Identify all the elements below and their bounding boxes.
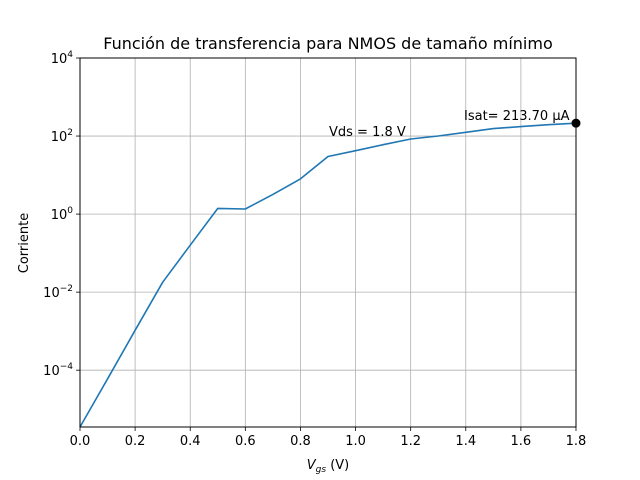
x-tick-label: 0.8 [290,434,311,449]
x-tick-label: 1.4 [455,434,476,449]
y-tick-label: 100 [51,206,74,223]
y-tick-label: 10−2 [43,284,73,301]
plot-frame [79,57,577,428]
y-tick-label: 10−4 [43,362,73,379]
x-tick-label: 1.8 [566,434,587,449]
y-axis: 10−4 10−2 100 102 104 [43,50,80,379]
x-tick-label: 0.0 [70,434,91,449]
y-axis-title: Corriente [17,213,32,273]
x-tick-label: 1.6 [511,434,532,449]
x-tick-label: 0.6 [235,434,256,449]
x-tick-label: 0.4 [180,434,201,449]
x-axis-title-unit: (V) [326,458,349,473]
annotation-isat: Isat= 213.70 μA [464,109,570,124]
series-line [79,122,577,428]
y-tick-label: 104 [51,50,74,67]
grid [79,57,577,427]
x-tick-label: 1.2 [400,434,421,449]
x-axis-title-sub: gs [316,465,327,475]
y-tick-label: 102 [51,128,73,145]
x-tick-label: 0.2 [125,434,146,449]
x-axis-title: Vgs (V) [307,458,349,475]
x-axis: 0.0 0.2 0.4 0.6 0.8 1.0 1.2 1.4 1.6 1.8 [70,427,587,449]
annotation-vds: Vds = 1.8 V [329,125,406,140]
x-axis-title-main: V [307,458,317,473]
chart-title: Función de transferencia para NMOS de ta… [103,34,553,53]
x-tick-label: 1.0 [345,434,366,449]
